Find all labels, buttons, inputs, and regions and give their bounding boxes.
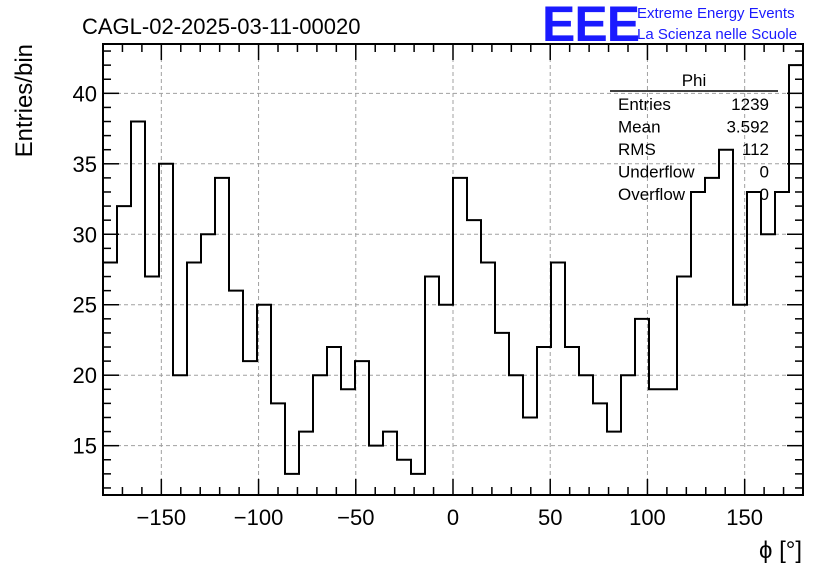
y-tick-label: 15	[73, 434, 97, 459]
stats-name: Phi	[682, 71, 707, 90]
histogram-outline	[103, 64, 803, 475]
stats-label: Mean	[618, 118, 661, 137]
y-tick-label: 20	[73, 363, 97, 388]
x-tick-label: −100	[234, 505, 284, 530]
y-tick-label: 25	[73, 293, 97, 318]
y-tick-label: 30	[73, 222, 97, 247]
stats-label: RMS	[618, 140, 656, 159]
stats-value: 0	[760, 163, 769, 182]
y-axis-label: Entries/bin	[11, 44, 38, 157]
plot-frame	[102, 43, 804, 496]
x-tick-label: 150	[726, 505, 763, 530]
x-tick-label: −50	[337, 505, 374, 530]
x-tick-label: −150	[137, 505, 187, 530]
y-tick-label: 40	[73, 81, 97, 106]
logo-line-1: Extreme Energy Events	[637, 5, 795, 22]
stats-box: Phi Entries 1239 Mean 3.592 RMS 112 Underflow 0…	[610, 71, 778, 204]
stats-label: Underflow	[618, 163, 695, 182]
axis-ticks	[102, 44, 804, 495]
logo-mark: EEE	[542, 0, 639, 52]
stats-value: 112	[742, 140, 769, 159]
stats-value: 1239	[731, 95, 769, 114]
y-tick-labels: 15 20 25 30 35 40	[73, 81, 97, 458]
x-tick-label: 0	[447, 505, 459, 530]
eee-logo: EEE Extreme Energy Events La Scienza nel…	[542, 0, 797, 52]
x-tick-labels: −150 −100 −50 0 50 100 150	[137, 505, 763, 530]
x-axis-label: ϕ [°]	[759, 537, 802, 564]
y-tick-label: 35	[73, 152, 97, 177]
x-tick-label: 100	[629, 505, 666, 530]
stats-label: Entries	[618, 95, 671, 114]
stats-value: 3.592	[726, 118, 769, 137]
chart-title: CAGL-02-2025-03-11-00020	[82, 14, 360, 39]
stats-label: Overflow	[618, 185, 686, 204]
logo-line-2: La Scienza nelle Scuole	[637, 26, 797, 43]
x-tick-label: 50	[538, 505, 562, 530]
stats-value: 0	[760, 185, 769, 204]
